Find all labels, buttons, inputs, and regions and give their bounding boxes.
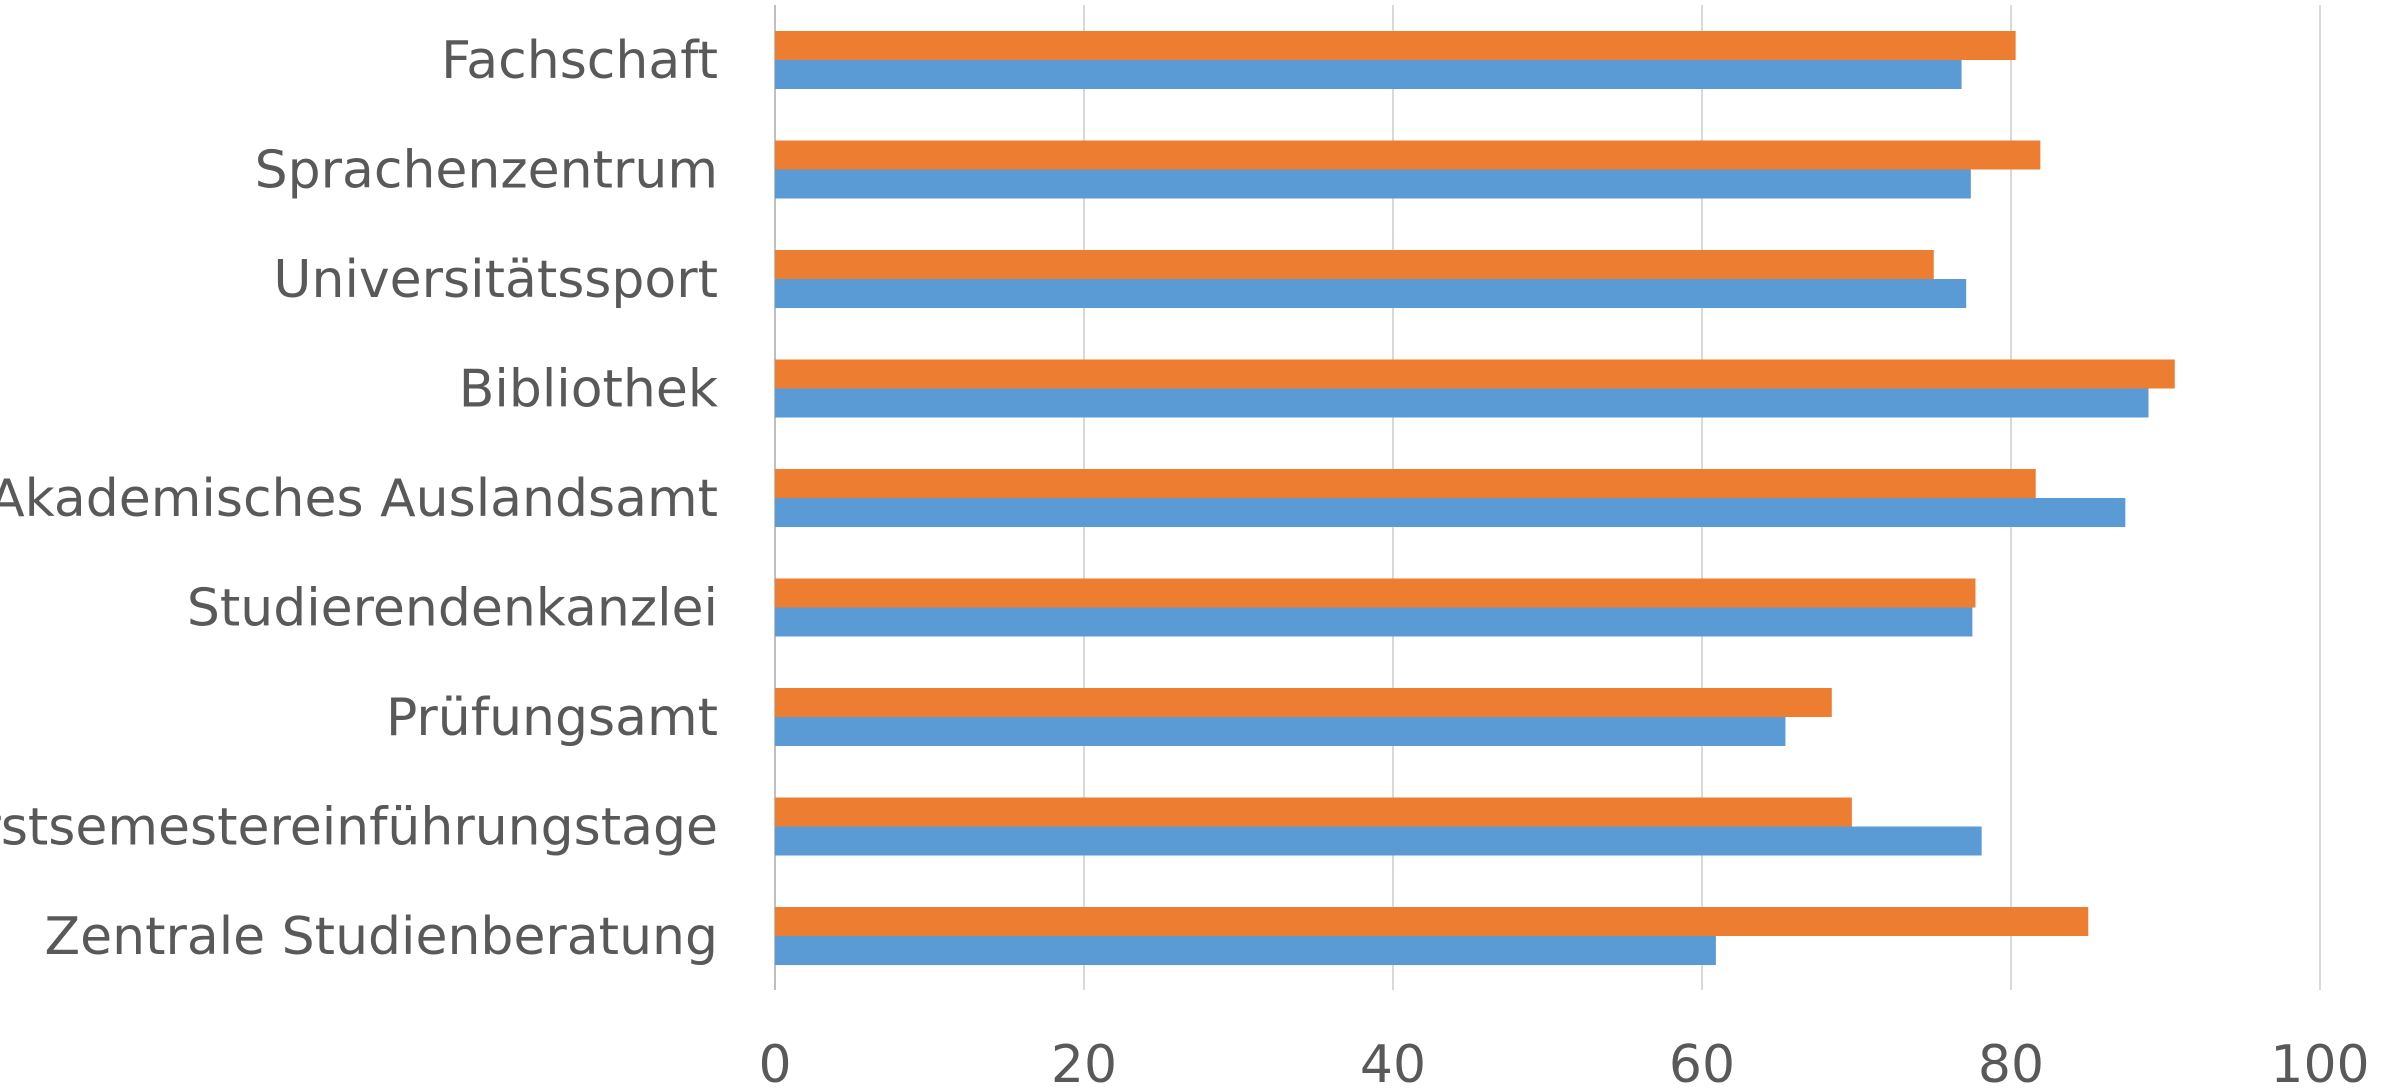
x-tick-label: 20 — [1051, 1035, 1117, 1088]
x-tick-label: 0 — [758, 1035, 791, 1088]
bars — [775, 31, 2175, 965]
x-tick-label: 40 — [1360, 1035, 1426, 1088]
category-label: Sprachenzentrum — [255, 141, 718, 201]
category-label: Bibliothek — [459, 360, 718, 420]
bar-series-1 — [775, 469, 2036, 498]
category-label: Prüfungsamt — [386, 688, 718, 748]
bar-series-1 — [775, 578, 1976, 608]
category-label: Universitätssport — [273, 250, 718, 310]
bar-series-2 — [775, 498, 2126, 527]
category-label: Fachschaft — [441, 31, 718, 91]
bar-series-2 — [775, 826, 1982, 856]
bar-series-1 — [775, 797, 1852, 827]
category-label: Studierendenkanzlei — [187, 579, 718, 639]
bar-series-2 — [775, 388, 2149, 418]
bar-series-1 — [775, 250, 1934, 279]
bar-series-2 — [775, 936, 1716, 965]
bar-series-1 — [775, 31, 2016, 60]
category-labels: Fachschaft Sprachenzentrum Universitätsspo… — [0, 31, 718, 967]
x-tick-label: 100 — [2270, 1035, 2369, 1088]
bar-series-1 — [775, 140, 2041, 170]
bar-series-2 — [775, 169, 1971, 199]
x-tick-label: 80 — [1978, 1035, 2044, 1088]
bar-series-1 — [775, 359, 2175, 389]
x-tick-label: 60 — [1669, 1035, 1735, 1088]
bar-series-1 — [775, 907, 2089, 936]
category-label: Erstsemestereinführungstage — [0, 798, 718, 858]
bar-series-2 — [775, 717, 1786, 746]
bar-series-2 — [775, 607, 1973, 637]
bar-series-1 — [775, 688, 1832, 717]
x-tick-labels: 0 20 40 60 80 100 — [758, 1035, 2369, 1088]
category-label: Zentrale Studienberatung — [45, 907, 719, 967]
bar-series-2 — [775, 60, 1962, 89]
category-label: Akademisches Auslandsamt — [0, 469, 718, 529]
bar-series-2 — [775, 279, 1967, 308]
